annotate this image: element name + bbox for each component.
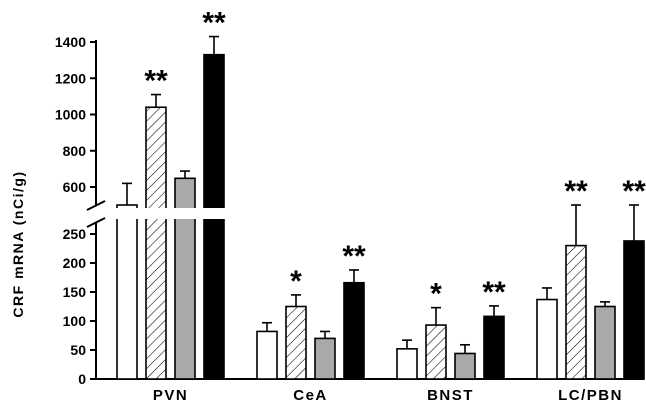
axis-break-mark — [86, 200, 106, 211]
significance-marker: ** — [482, 276, 506, 309]
y-tick-label: 600 — [63, 179, 87, 195]
bar-break-gap — [115, 208, 139, 219]
y-tick-label: 150 — [63, 284, 87, 300]
axis-layer — [86, 40, 644, 380]
bar — [425, 324, 447, 380]
bar — [536, 298, 558, 380]
axis-break-mark — [86, 217, 106, 228]
labels-layer: 600 800 1000 1200 1400 0 50 100 150 200 250 CRF mRN… — [10, 7, 646, 404]
bar-break-gap — [173, 208, 197, 219]
bar — [396, 348, 418, 380]
y-tick-label: 50 — [70, 342, 86, 358]
significance-marker: * — [430, 278, 442, 311]
significance-marker: * — [290, 265, 302, 298]
y-tick-label: 1000 — [55, 107, 86, 123]
bar-break-gap — [144, 208, 168, 219]
bar-break-gap — [202, 208, 226, 219]
bar — [454, 352, 476, 380]
y-tick-label: 250 — [63, 226, 87, 242]
x-category-label: PVN — [153, 387, 188, 404]
bar — [623, 240, 645, 380]
bar — [314, 337, 336, 380]
bar — [594, 305, 616, 380]
x-category-label: LC/PBN — [558, 387, 623, 404]
y-tick-label: 1400 — [55, 34, 86, 50]
bar — [116, 204, 138, 380]
x-category-label: BNST — [427, 387, 474, 404]
bar — [285, 305, 307, 380]
bars-layer — [115, 35, 645, 380]
significance-marker: ** — [564, 175, 588, 208]
bar — [483, 315, 505, 380]
significance-marker: ** — [144, 65, 168, 98]
y-tick-label: 100 — [63, 313, 87, 329]
significance-marker: ** — [342, 240, 366, 273]
x-category-label: CeA — [293, 387, 328, 404]
bar — [145, 106, 167, 380]
bar — [343, 281, 365, 380]
y-tick-label: 800 — [63, 143, 87, 159]
significance-marker: ** — [202, 7, 226, 40]
y-tick-label: 200 — [63, 255, 87, 271]
y-axis-label: CRF mRNA (nCi/g) — [10, 170, 26, 317]
y-tick-label: 0 — [78, 371, 86, 387]
significance-marker: ** — [622, 175, 646, 208]
bar — [565, 244, 587, 380]
y-tick-label: 1200 — [55, 70, 86, 86]
bar — [256, 330, 278, 380]
